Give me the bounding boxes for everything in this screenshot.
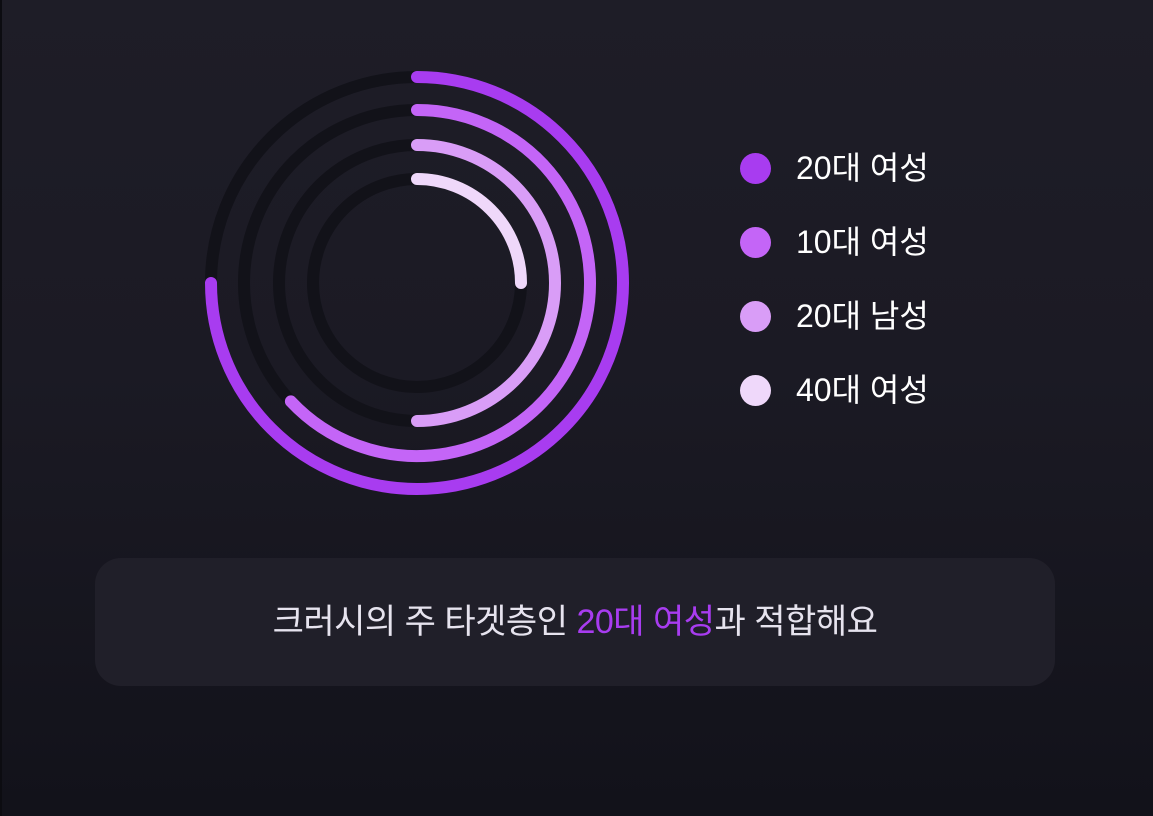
legend-swatch bbox=[740, 374, 771, 406]
legend-item: 40대 여성 bbox=[740, 370, 1000, 410]
caption-prefix: 크러시의 주 타겟층인 bbox=[272, 603, 577, 641]
radial-bar-chart bbox=[205, 71, 629, 495]
legend-label: 20대 여성 bbox=[796, 150, 929, 186]
ring-arc bbox=[411, 139, 561, 427]
caption-highlight: 20대 여성 bbox=[576, 603, 715, 641]
legend-label: 40대 여성 bbox=[796, 372, 929, 408]
legend-swatch bbox=[740, 152, 771, 184]
legend-label: 10대 여성 bbox=[796, 224, 929, 260]
ring-arc bbox=[205, 71, 629, 495]
chart-legend: 20대 여성 10대 여성 20대 남성 40대 여성 bbox=[740, 148, 1000, 444]
left-edge-divider bbox=[0, 0, 2, 816]
caption-card: 크러시의 주 타겟층인 20대 여성과 적합해요 bbox=[95, 558, 1055, 686]
ring-arc bbox=[284, 104, 596, 462]
legend-item: 20대 여성 bbox=[740, 148, 1000, 188]
legend-swatch bbox=[740, 300, 771, 332]
caption-text: 크러시의 주 타겟층인 20대 여성과 적합해요 bbox=[273, 602, 878, 642]
legend-item: 10대 여성 bbox=[740, 222, 1000, 262]
caption-suffix: 과 적합해요 bbox=[714, 603, 878, 641]
ring-arc bbox=[411, 173, 527, 289]
legend-label: 20대 남성 bbox=[796, 298, 929, 334]
legend-item: 20대 남성 bbox=[740, 296, 1000, 336]
legend-swatch bbox=[740, 226, 771, 258]
